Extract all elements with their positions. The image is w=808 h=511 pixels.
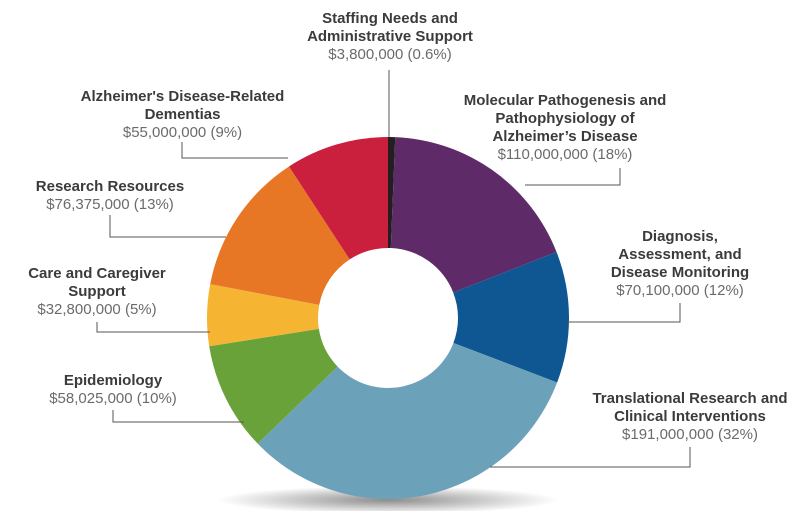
donut-slice-4 bbox=[209, 328, 338, 444]
label-related-dementias: Alzheimer's Disease-Related Dementias $5… bbox=[50, 88, 315, 142]
slice-label: Research Resources bbox=[35, 178, 185, 195]
slice-label: Translational Research and Clinical Inte… bbox=[592, 390, 788, 425]
label-molecular: Molecular Pathogenesis and Pathophysiolo… bbox=[440, 92, 690, 164]
donut-slice-2 bbox=[453, 251, 569, 383]
label-epidemiology: Epidemiology $58,025,000 (10%) bbox=[28, 372, 198, 408]
slice-label: Molecular Pathogenesis and Pathophysiolo… bbox=[463, 92, 667, 145]
slice-value: $110,000,000 (18%) bbox=[497, 146, 633, 163]
leader-line bbox=[490, 447, 691, 468]
leader-line bbox=[181, 142, 288, 159]
slice-value: $70,100,000 (12%) bbox=[616, 282, 744, 299]
slice-value: $191,000,000 (32%) bbox=[622, 426, 758, 443]
label-staffing: Staffing Needs and Administrative Suppor… bbox=[255, 10, 525, 64]
slice-label: Alzheimer's Disease-Related Dementias bbox=[80, 88, 285, 123]
slice-value: $32,800,000 (5%) bbox=[37, 301, 157, 318]
slice-value: $58,025,000 (10%) bbox=[49, 390, 177, 407]
label-translational: Translational Research and Clinical Inte… bbox=[570, 390, 808, 444]
slice-value: $76,375,000 (13%) bbox=[46, 196, 174, 213]
label-care: Care and Caregiver Support $32,800,000 (… bbox=[12, 265, 182, 319]
donut-slice-1 bbox=[390, 137, 557, 293]
donut-slice-7 bbox=[288, 137, 388, 260]
slice-label: Care and Caregiver Support bbox=[28, 265, 166, 300]
slice-label: Diagnosis, Assessment, and Disease Monit… bbox=[610, 228, 750, 281]
donut-slice-5 bbox=[207, 284, 320, 347]
label-research-resources: Research Resources $76,375,000 (13%) bbox=[20, 178, 200, 214]
leader-line bbox=[567, 303, 681, 323]
slice-label: Epidemiology bbox=[63, 372, 163, 389]
slice-value: $3,800,000 (0.6%) bbox=[328, 46, 452, 63]
leader-line bbox=[109, 215, 226, 238]
donut-slice-6 bbox=[210, 166, 350, 305]
slice-label: Staffing Needs and Administrative Suppor… bbox=[307, 10, 473, 45]
donut-slice-3 bbox=[257, 342, 558, 499]
donut-slice-0 bbox=[388, 137, 396, 249]
leader-line bbox=[96, 322, 210, 333]
leader-line bbox=[112, 410, 244, 423]
leader-line bbox=[525, 168, 621, 186]
leader-lines bbox=[96, 70, 691, 468]
label-diagnosis: Diagnosis, Assessment, and Disease Monit… bbox=[585, 228, 775, 300]
slice-value: $55,000,000 (9%) bbox=[122, 124, 243, 141]
